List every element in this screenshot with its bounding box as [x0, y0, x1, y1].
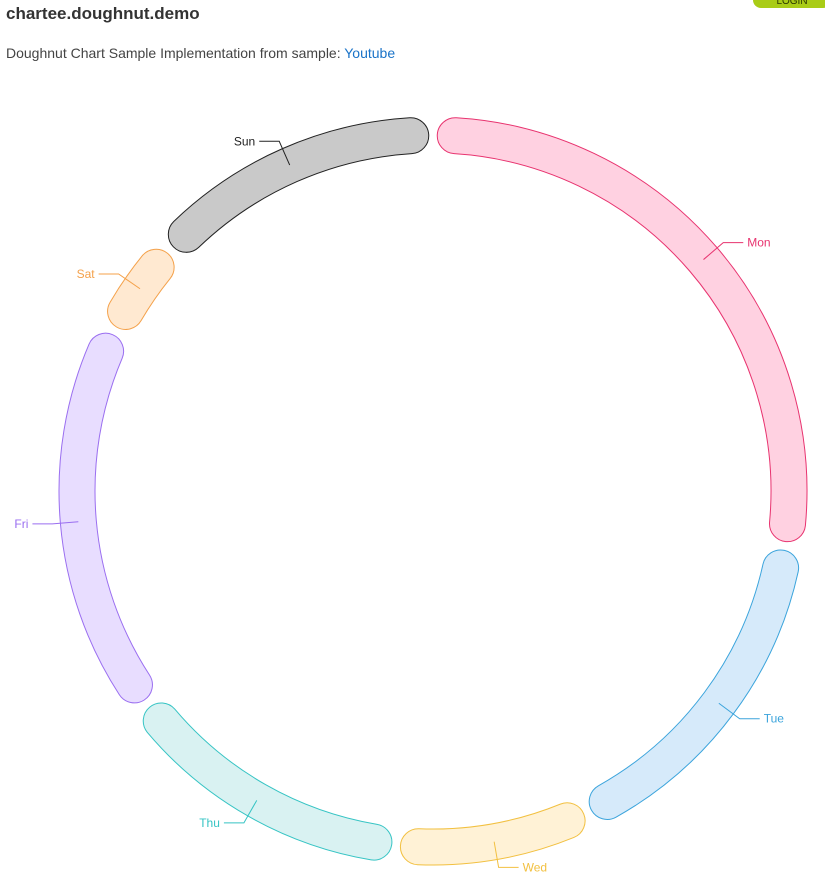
label-leader-wed [493, 841, 519, 868]
slice-label-sat: Sat [77, 267, 96, 281]
label-leader-sun [259, 140, 291, 166]
corner-badge[interactable]: LOGIN [753, 0, 825, 8]
page-title: chartee.doughnut.demo [6, 4, 200, 23]
slice-label-wed: Wed [523, 860, 547, 874]
label-leader-thu [223, 800, 258, 824]
doughnut-slice-tue[interactable] [588, 549, 800, 820]
slice-label-fri: Fri [14, 517, 28, 531]
youtube-link[interactable]: Youtube [344, 45, 396, 61]
slice-label-mon: Mon [747, 236, 770, 250]
doughnut-slice-wed[interactable] [399, 802, 586, 866]
slice-label-tue: Tue [764, 712, 785, 726]
description-text: Doughnut Chart Sample Implementation fro… [6, 45, 345, 61]
doughnut-slice-sat[interactable] [107, 248, 175, 330]
slice-label-thu: Thu [199, 816, 220, 830]
label-leader-sat [98, 273, 141, 290]
doughnut-slice-sun[interactable] [167, 117, 430, 253]
doughnut-slice-thu[interactable] [142, 702, 393, 861]
doughnut-slice-mon[interactable] [436, 117, 808, 543]
page-description: Doughnut Chart Sample Implementation fro… [6, 45, 395, 61]
slice-label-sun: Sun [234, 134, 255, 148]
doughnut-slice-fri[interactable] [58, 332, 153, 704]
label-leader-mon [703, 242, 744, 260]
label-leader-tue [718, 702, 760, 720]
label-leader-fri [32, 521, 79, 525]
